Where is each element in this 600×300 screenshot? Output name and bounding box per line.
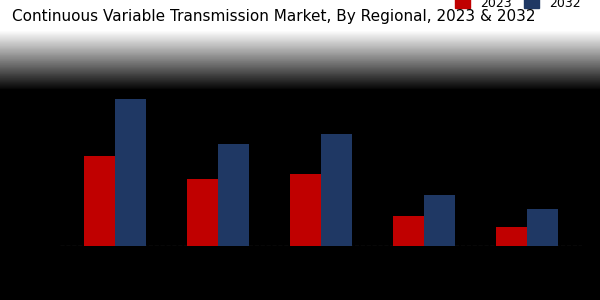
Bar [290, 174, 321, 246]
Legend: 2023, 2032: 2023, 2032 [455, 0, 581, 10]
Bar [84, 156, 115, 246]
Bar [393, 216, 424, 246]
Text: 6.0: 6.0 [87, 144, 105, 154]
Text: Continuous Variable Transmission Market, By Regional, 2023 & 2032: Continuous Variable Transmission Market,… [12, 9, 536, 24]
Bar [527, 208, 558, 246]
Bar [321, 134, 352, 246]
Bar [187, 178, 218, 246]
Bar [115, 99, 146, 246]
Bar [218, 144, 249, 246]
Bar [496, 226, 527, 246]
Bar [424, 195, 455, 246]
